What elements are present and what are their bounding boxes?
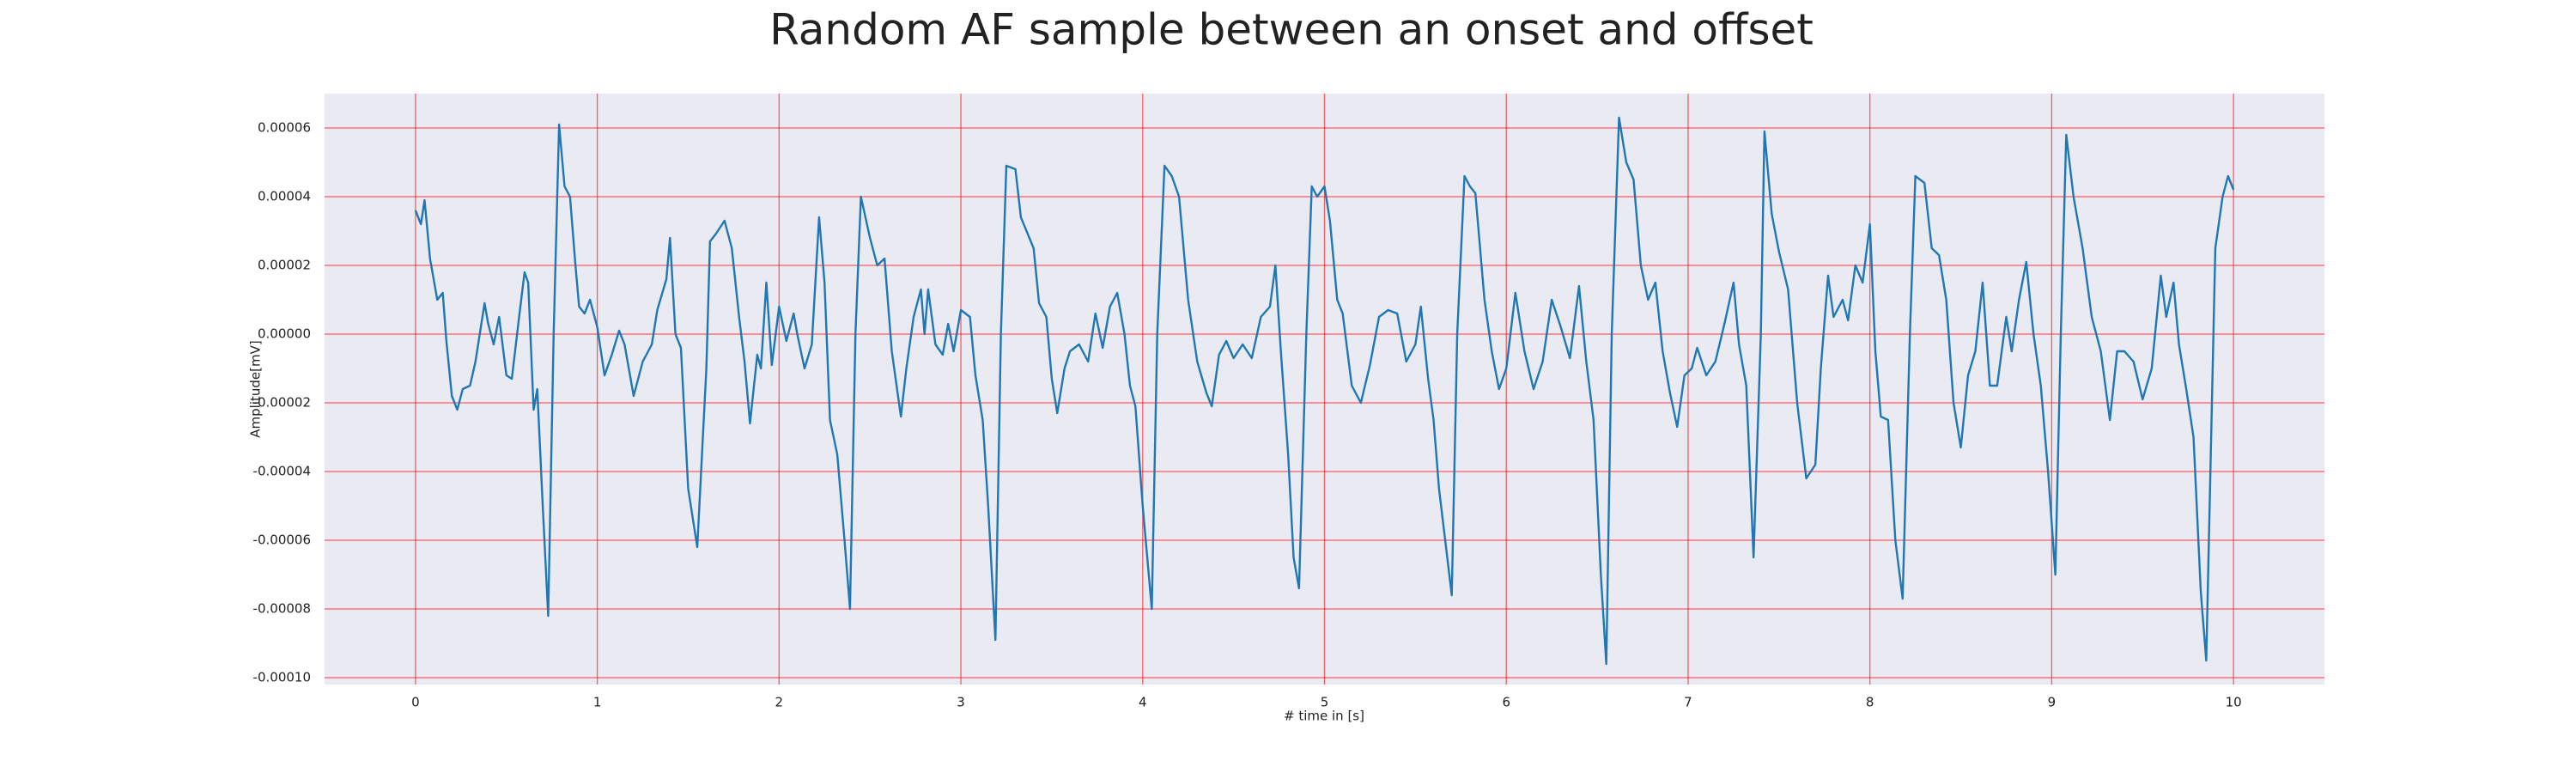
x-tick-label: 3: [957, 695, 965, 710]
x-tick-label: 2: [775, 695, 784, 710]
y-tick-label: -0.00004: [253, 464, 311, 479]
y-tick-label: -0.00008: [253, 601, 311, 617]
x-tick-label: 5: [1321, 695, 1329, 710]
y-axis-label: Amplitude[mV]: [248, 340, 264, 437]
y-tick-label: 0.00000: [258, 326, 311, 342]
x-tick-label: 10: [2226, 695, 2242, 710]
x-tick-label: 7: [1684, 695, 1692, 710]
chart-title: Random AF sample between an onset and of…: [769, 5, 1814, 55]
y-tick-label: 0.00006: [258, 120, 311, 136]
y-tick-label: -0.00010: [253, 670, 311, 685]
y-tick-label: 0.00002: [258, 258, 311, 273]
y-tick-label: -0.00006: [253, 533, 311, 548]
signal-line: [414, 116, 2235, 666]
x-axis-label: # time in [s]: [1284, 709, 1364, 724]
y-tick-label: -0.00002: [253, 395, 311, 411]
x-tick-label: 0: [411, 695, 420, 710]
x-tick-label: 6: [1502, 695, 1510, 710]
y-tick-label: 0.00004: [258, 189, 311, 204]
x-tick-label: 9: [2048, 695, 2057, 710]
x-tick-label: 1: [593, 695, 602, 710]
x-tick-label: 4: [1139, 695, 1147, 710]
x-tick-label: 8: [1866, 695, 1874, 710]
